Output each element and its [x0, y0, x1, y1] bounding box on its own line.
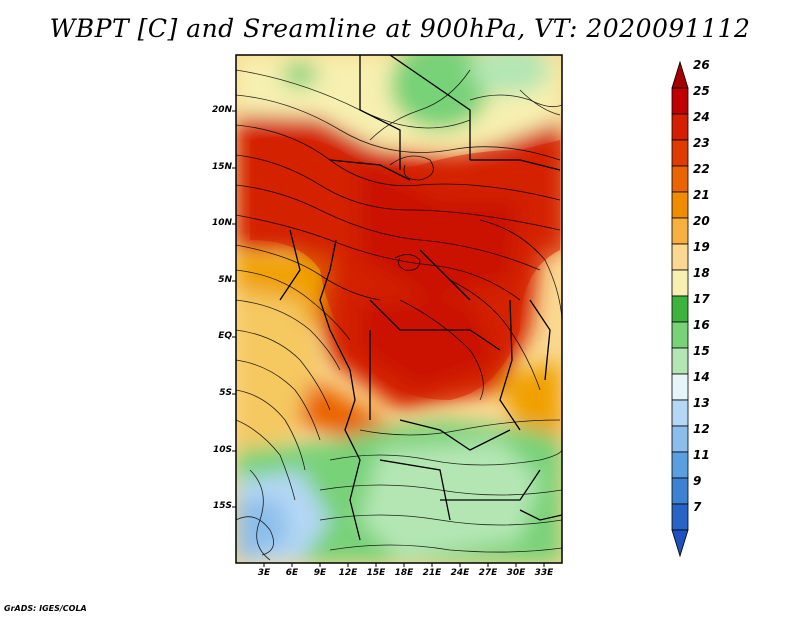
colorbar-segment: [671, 425, 689, 453]
lat-label: 10S: [212, 445, 232, 455]
lon-label: 6E: [285, 568, 299, 578]
lat-ticks: [232, 110, 236, 508]
colorbar-segment: [671, 243, 689, 271]
colorbar-label: 18: [693, 266, 710, 280]
lon-label: 30E: [506, 568, 526, 578]
colorbar-label: 15: [693, 344, 710, 358]
colorbar-segment: [671, 451, 689, 479]
colorbar-segment: [671, 399, 689, 427]
lon-label: 21E: [422, 568, 442, 578]
colorbar-label: 19: [693, 240, 710, 254]
lon-label: 3E: [257, 568, 271, 578]
colorbar-label: 23: [693, 136, 710, 150]
colorbar-segment: [671, 321, 689, 349]
lat-label: EQ: [218, 331, 232, 341]
colorbar-label: 21: [693, 188, 710, 202]
colorbar-segment: [671, 503, 689, 531]
colorbar-label: 9: [693, 474, 702, 488]
colorbar: [671, 60, 689, 558]
lon-label: 15E: [366, 568, 386, 578]
chart-title: WBPT [C] and Sreamline at 900hPa, VT: 20…: [49, 14, 751, 43]
footer-credit: GrADS: IGES/COLA: [4, 604, 87, 613]
lat-label: 10N: [211, 218, 232, 228]
colorbar-label: 11: [693, 448, 710, 462]
colorbar-segment: [671, 295, 689, 323]
colorbar-label: 20: [693, 214, 710, 228]
country-borders: [279, 55, 562, 541]
colorbar-label: 25: [693, 84, 710, 98]
colorbar-segment: [671, 139, 689, 167]
colorbar-label: 22: [693, 162, 710, 176]
lon-label: 24E: [450, 568, 470, 578]
colorbar-segment: [671, 191, 689, 219]
lat-label: 15S: [212, 501, 232, 511]
lon-label: 9E: [313, 568, 327, 578]
colorbar-segment: [671, 165, 689, 193]
colorbar-segment: [671, 60, 689, 89]
colorbar-label: 16: [693, 318, 710, 332]
lat-label: 5N: [218, 275, 232, 285]
colorbar-segment: [671, 529, 689, 558]
colorbar-segment: [671, 373, 689, 401]
colorbar-label: 17: [693, 292, 710, 306]
colorbar-label: 26: [693, 58, 710, 72]
colorbar-segment: [671, 269, 689, 297]
colorbar-segment: [671, 347, 689, 375]
colorbar-segment: [671, 477, 689, 505]
lon-label: 12E: [338, 568, 358, 578]
lon-label: 27E: [478, 568, 498, 578]
map-frame: [235, 54, 563, 564]
lon-ticks: [263, 563, 545, 567]
lat-label: 20N: [211, 105, 232, 115]
colorbar-segment: [671, 87, 689, 115]
colorbar-label: 13: [693, 396, 710, 410]
colorbar-label: 7: [693, 500, 702, 514]
colorbar-label: 12: [693, 422, 710, 436]
streamlines: [236, 69, 562, 561]
colorbar-label: 24: [693, 110, 710, 124]
colorbar-label: 14: [693, 370, 710, 384]
lat-label: 5S: [219, 388, 232, 398]
lon-label: 33E: [534, 568, 554, 578]
lon-label: 18E: [394, 568, 414, 578]
colorbar-segment: [671, 217, 689, 245]
wbpt-field: [236, 55, 562, 563]
colorbar-segment: [671, 113, 689, 141]
lat-label: 15N: [211, 162, 232, 172]
